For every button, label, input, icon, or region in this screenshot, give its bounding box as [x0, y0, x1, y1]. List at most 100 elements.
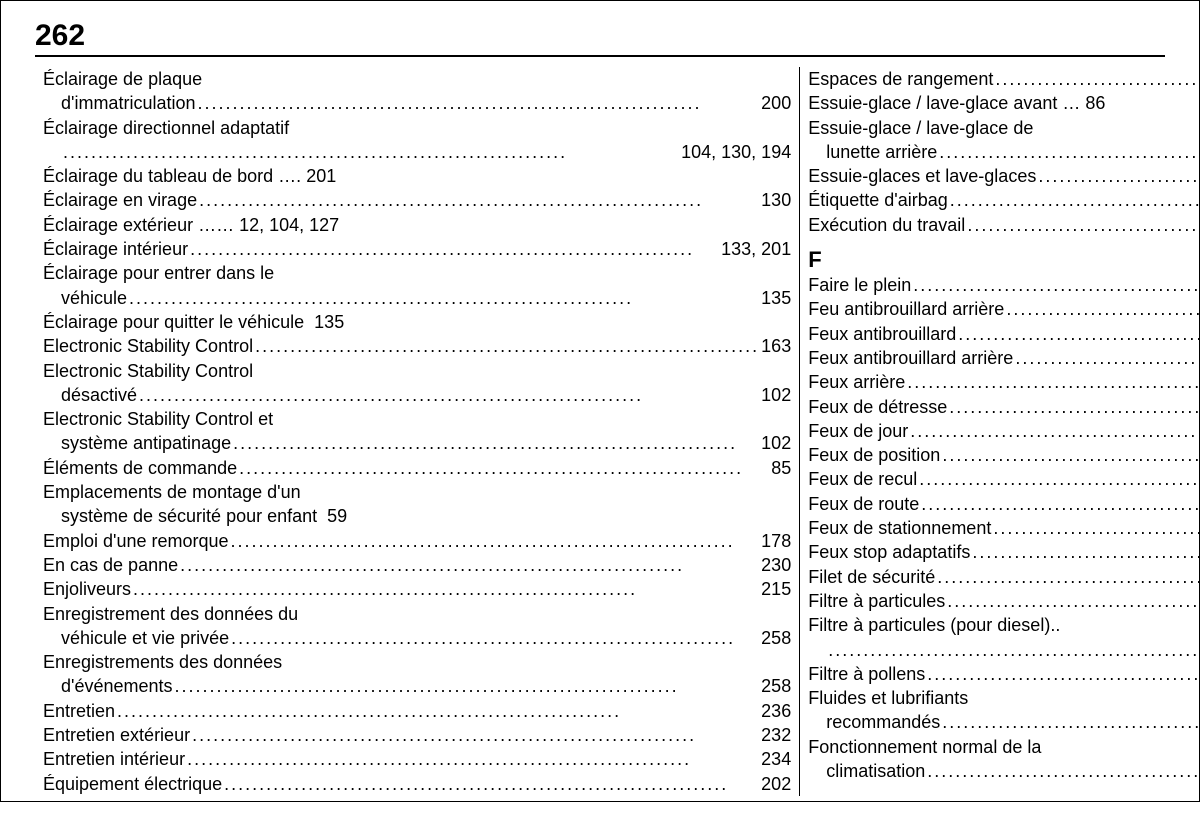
- dot-leader: ........................................…: [197, 188, 761, 212]
- dot-leader: ........................................…: [131, 577, 761, 601]
- dot-leader: ........................................…: [945, 589, 1200, 613]
- index-entry: Electronic Stability Control............…: [43, 334, 791, 358]
- dot-leader: ........................................…: [237, 456, 771, 480]
- index-entry: Éclairage de plaque: [43, 67, 791, 91]
- entry-text: Éclairage en virage: [43, 188, 197, 212]
- index-entry: Electronic Stability Control: [43, 359, 791, 383]
- index-entry: Feux de jour............................…: [808, 419, 1200, 443]
- dot-leader: ........................................…: [970, 540, 1200, 564]
- dot-leader: ........................................…: [925, 759, 1200, 783]
- index-entry: Éclairage du tableau de bord …. 201: [43, 164, 791, 188]
- entry-text: Éclairage directionnel adaptatif: [43, 116, 289, 140]
- entry-text: Fluides et lubrifiants: [808, 686, 968, 710]
- entry-text: Feux de détresse: [808, 395, 947, 419]
- entry-text: Emploi d'une remorque: [43, 529, 229, 553]
- page-number: 262: [35, 19, 1165, 57]
- index-entry: Feux de stationnement...................…: [808, 516, 1200, 540]
- entry-text: véhicule et vie privée: [43, 626, 229, 650]
- index-entry: véhicule et vie privée..................…: [43, 626, 791, 650]
- section-header: F: [808, 247, 1200, 273]
- dot-leader: ........................................…: [911, 273, 1200, 297]
- entry-pages: 86: [1085, 91, 1105, 115]
- dot-leader: ........................................…: [956, 322, 1200, 346]
- entry-text: Entretien extérieur: [43, 723, 190, 747]
- entry-text: système antipatinage: [43, 431, 231, 455]
- dot-leader: ........................................…: [253, 334, 761, 358]
- dot-leader: ........................................…: [905, 370, 1200, 394]
- entry-text: Essuie-glaces et lave-glaces: [808, 164, 1036, 188]
- dot-leader: ........................................…: [229, 626, 761, 650]
- entry-text: Filet de sécurité: [808, 565, 935, 589]
- index-entry: désactivé...............................…: [43, 383, 791, 407]
- entry-pages: 102: [761, 431, 791, 455]
- index-entry: Feux antibrouillard.....................…: [808, 322, 1200, 346]
- entry-pages: 232: [761, 723, 791, 747]
- entry-text: Équipement électrique: [43, 772, 222, 796]
- entry-text: Feux de route: [808, 492, 919, 516]
- entry-text: recommandés: [808, 710, 940, 734]
- entry-text: véhicule: [43, 286, 127, 310]
- dot-leader: ........................................…: [190, 723, 761, 747]
- entry-text: Exécution du travail: [808, 213, 965, 237]
- entry-text: Entretien intérieur: [43, 747, 185, 771]
- dot-leader: ........................................…: [195, 91, 761, 115]
- index-entry: Étiquette d'airbag......................…: [808, 188, 1200, 212]
- index-entry: recommandés.............................…: [808, 710, 1200, 734]
- dot-leader: ........................................…: [178, 553, 761, 577]
- index-entry: Emplacements de montage d'un: [43, 480, 791, 504]
- entry-pages: 12, 104, 127: [239, 213, 339, 237]
- dot-leader: ........................................…: [965, 213, 1200, 237]
- entry-pages: 200: [761, 91, 791, 115]
- entry-text: Éclairage de plaque: [43, 67, 202, 91]
- dot-leader: ........................................…: [948, 188, 1200, 212]
- index-entry: ........................................…: [43, 140, 791, 164]
- entry-text: Fonctionnement normal de la: [808, 735, 1041, 759]
- entry-text: Feux de recul: [808, 467, 917, 491]
- index-entry: d'événements............................…: [43, 674, 791, 698]
- dot-leader: ........................................…: [185, 747, 761, 771]
- entry-text: Feux de stationnement: [808, 516, 991, 540]
- dot-leader: ........................................…: [937, 140, 1200, 164]
- entry-pages: 104, 130, 194: [681, 140, 791, 164]
- index-entry: Éclairage pour quitter le véhicule 135: [43, 310, 791, 334]
- index-entry: Fluides et lubrifiants: [808, 686, 1200, 710]
- index-entry: Feux antibrouillard arrière.............…: [808, 346, 1200, 370]
- index-entry: Fonctionnement normal de la: [808, 735, 1200, 759]
- index-entry: Filtre à particules (pour diesel)..: [808, 613, 1200, 637]
- entry-text: Éclairage pour entrer dans le: [43, 261, 274, 285]
- dot-leader: ........................................…: [940, 710, 1200, 734]
- entry-text: Éclairage intérieur: [43, 237, 188, 261]
- entry-text: d'événements: [43, 674, 173, 698]
- entry-text: Feux antibrouillard arrière: [808, 346, 1013, 370]
- entry-pages: 230: [761, 553, 791, 577]
- index-entry: Feux arrière............................…: [808, 370, 1200, 394]
- index-columns: Éclairage de plaqued'immatriculation....…: [35, 67, 1165, 796]
- dot-leader: ........................................…: [940, 443, 1200, 467]
- entry-text: Filtre à pollens: [808, 662, 925, 686]
- index-entry: véhicule................................…: [43, 286, 791, 310]
- index-entry: Éclairage directionnel adaptatif: [43, 116, 791, 140]
- index-entry: Filtre à pollens........................…: [808, 662, 1200, 686]
- index-entry: Éléments de commande....................…: [43, 456, 791, 480]
- index-entry: Feux stop adaptatifs....................…: [808, 540, 1200, 564]
- entry-text: Entretien: [43, 699, 115, 723]
- entry-text: Feux de jour: [808, 419, 908, 443]
- index-entry: Feux de recul...........................…: [808, 467, 1200, 491]
- index-entry: Essuie-glace / lave-glace de: [808, 116, 1200, 140]
- entry-pages: 163: [761, 334, 791, 358]
- entry-pages: 215: [761, 577, 791, 601]
- entry-text: Éclairage extérieur: [43, 213, 193, 237]
- entry-text: Enjoliveurs: [43, 577, 131, 601]
- entry-pages: 85: [771, 456, 791, 480]
- dot-leader: ........................................…: [127, 286, 761, 310]
- entry-text: Enregistrements des données: [43, 650, 282, 674]
- dot-leader: ........................................…: [1004, 297, 1200, 321]
- entry-text: Éléments de commande: [43, 456, 237, 480]
- index-entry: Feux de position........................…: [808, 443, 1200, 467]
- entry-text: En cas de panne: [43, 553, 178, 577]
- entry-text: Feux arrière: [808, 370, 905, 394]
- entry-text: désactivé: [43, 383, 137, 407]
- entry-pages: 236: [761, 699, 791, 723]
- dot-leader: ........................................…: [991, 516, 1200, 540]
- entry-pages: 135: [761, 286, 791, 310]
